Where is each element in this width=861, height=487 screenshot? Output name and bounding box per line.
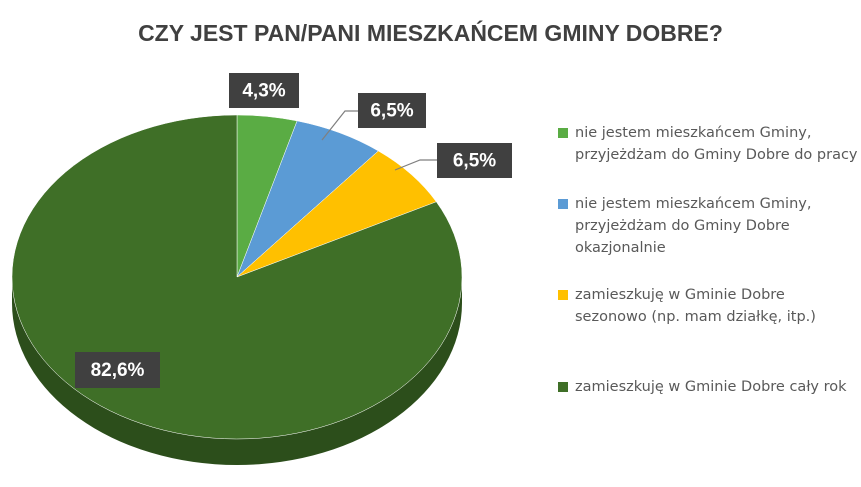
legend-swatch bbox=[558, 199, 568, 209]
pie-slice-side bbox=[12, 277, 462, 465]
legend-swatch bbox=[558, 128, 568, 138]
legend-item: zamieszkuję w Gminie Dobre cały rok bbox=[558, 376, 860, 398]
data-label-box bbox=[437, 143, 512, 178]
legend-label: zamieszkuję w Gminie Dobre cały rok bbox=[575, 379, 847, 395]
legend: nie jestem mieszkańcem Gminy, przyjeżdża… bbox=[558, 122, 861, 398]
data-label-box bbox=[358, 93, 426, 128]
legend-label: nie jestem mieszkańcem Gminy, przyjeżdża… bbox=[575, 196, 812, 256]
legend-label: zamieszkuję w Gminie Dobre sezonowo (np.… bbox=[575, 287, 816, 325]
data-label: 4,3% bbox=[242, 81, 285, 102]
leader-line bbox=[321, 110, 358, 141]
data-label-box bbox=[229, 73, 299, 108]
legend-label: nie jestem mieszkańcem Gminy, przyjeżdża… bbox=[575, 125, 858, 163]
data-label: 6,5% bbox=[370, 101, 413, 122]
data-label: 6,5% bbox=[453, 151, 496, 172]
data-label-box bbox=[75, 352, 160, 388]
legend-item: zamieszkuję w Gminie Dobre sezonowo (np.… bbox=[558, 284, 860, 328]
chart-title: CZY JEST PAN/PANI MIESZKAŃCEM GMINY DOBR… bbox=[138, 20, 723, 46]
legend-swatch bbox=[558, 290, 568, 300]
legend-item: nie jestem mieszkańcem Gminy, przyjeżdża… bbox=[558, 193, 860, 259]
legend-swatch bbox=[558, 382, 568, 392]
leader-line bbox=[394, 159, 437, 171]
pie-top bbox=[11, 114, 463, 440]
legend-item: nie jestem mieszkańcem Gminy, przyjeżdża… bbox=[558, 122, 860, 166]
pie-sides bbox=[12, 277, 462, 465]
data-label: 82,6% bbox=[91, 360, 145, 381]
